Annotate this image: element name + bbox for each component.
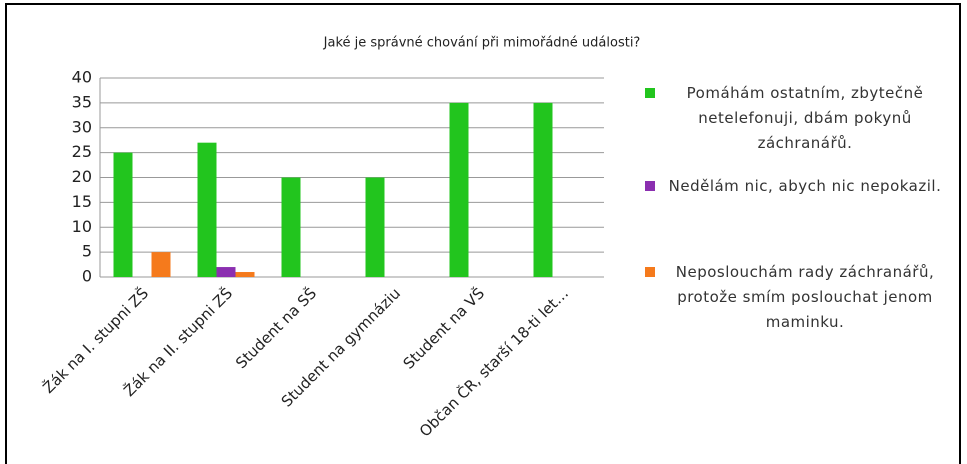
y-tick-label: 20: [72, 167, 92, 186]
y-tick-label: 10: [72, 217, 92, 236]
legend-swatch: [645, 88, 655, 98]
bar: [449, 102, 469, 277]
y-tick-label: 40: [72, 68, 92, 87]
bar: [113, 152, 133, 277]
x-tick-label: Občan ČR, starší 18-ti let…: [415, 284, 572, 441]
legend-label: Nedělám nic, abych nic nepokazil.: [668, 177, 942, 195]
frame: [5, 3, 961, 464]
bar: [216, 267, 236, 277]
x-tick-label: Student na SŠ: [231, 284, 320, 373]
bar: [235, 272, 255, 277]
y-tick-label: 25: [72, 142, 92, 161]
y-tick-label: 35: [72, 92, 92, 111]
bar: [197, 142, 217, 277]
x-tick-label: Student na VŠ: [399, 284, 488, 373]
bar: [151, 252, 171, 277]
legend-label: Neposlouchám rady záchranářů, protože sm…: [675, 263, 935, 331]
bar: [533, 102, 553, 277]
legend-label: Pomáhám ostatním, zbytečně netelefonuji,…: [686, 84, 924, 152]
y-tick-label: 5: [82, 242, 92, 261]
legend-swatch: [645, 267, 655, 277]
chart-title: Jaké je správné chování při mimořádné ud…: [323, 36, 641, 51]
y-tick-label: 30: [72, 117, 92, 136]
y-tick-label: 0: [82, 267, 92, 286]
bar: [281, 177, 301, 277]
legend-swatch: [645, 181, 655, 191]
bar: [365, 177, 385, 277]
y-tick-label: 15: [72, 192, 92, 211]
